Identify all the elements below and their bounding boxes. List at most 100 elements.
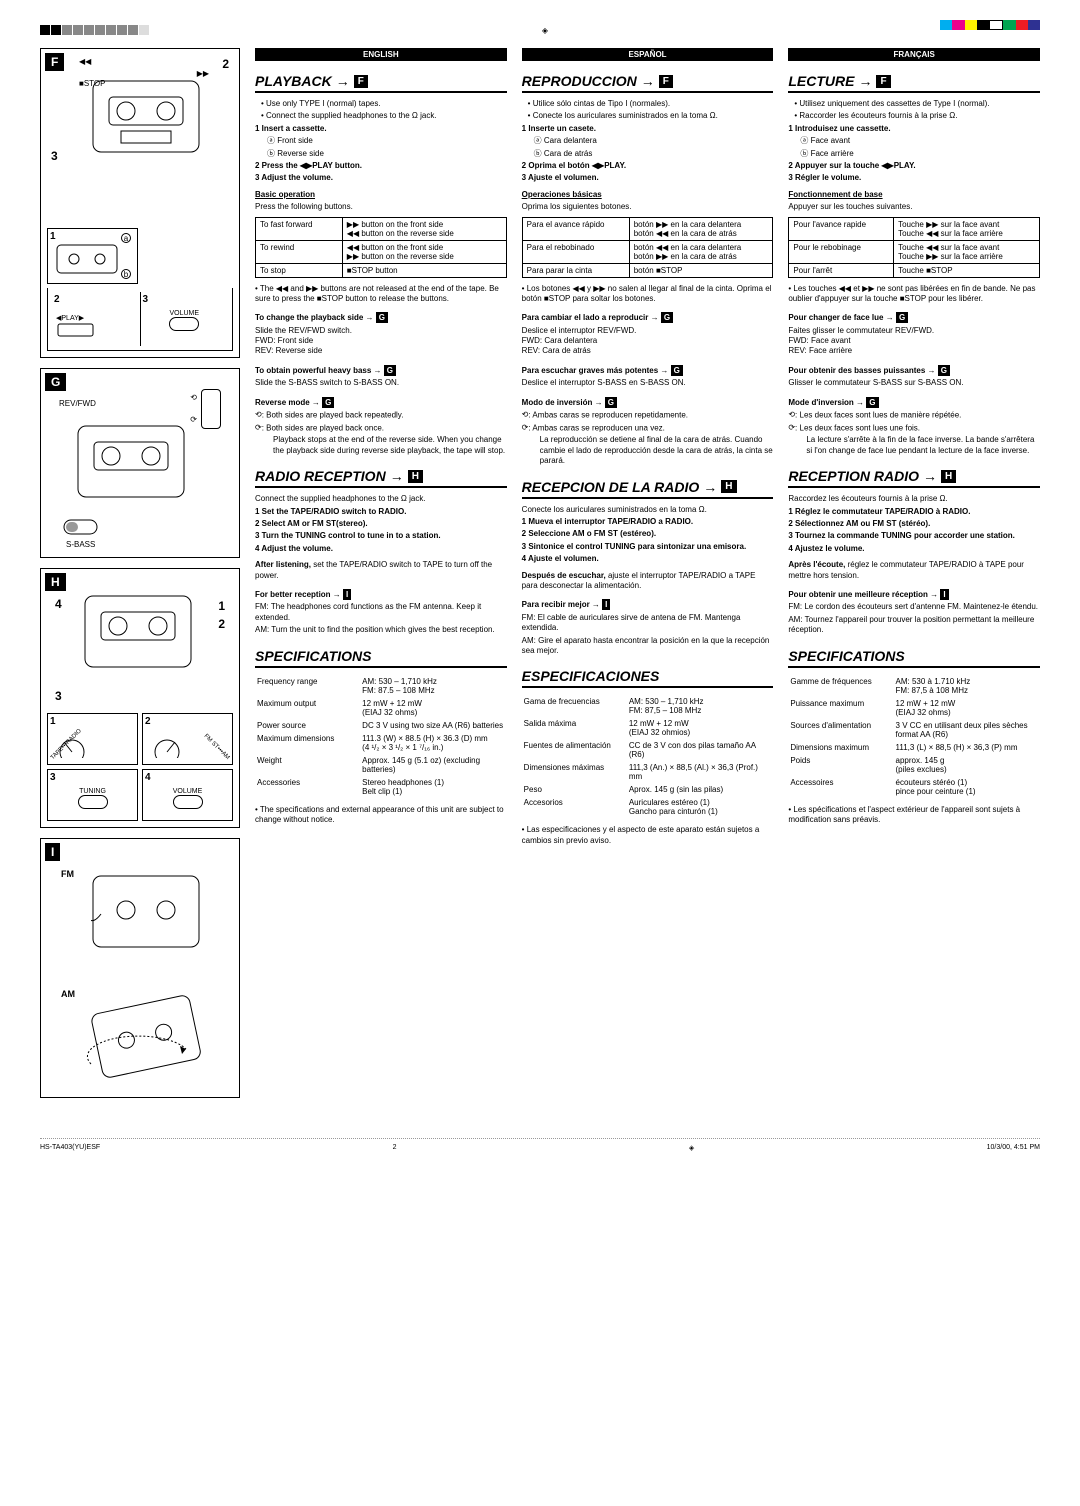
spec-value: AM: 530 – 1,710 kHzFM: 87,5 – 108 MHz bbox=[629, 696, 772, 716]
op-action: To stop bbox=[256, 263, 343, 277]
playback-bullet: Use only TYPE I (normal) tapes. bbox=[261, 99, 507, 109]
spec-label: Weight bbox=[257, 755, 360, 775]
specs-title: SPECIFICATIONS bbox=[255, 648, 507, 668]
tuning-label: TUNING bbox=[52, 788, 133, 795]
change-side-text: Deslice el interruptor REV/FWD.FWD: Cara… bbox=[522, 326, 774, 357]
spec-value: CC de 3 V con dos pilas tamaño AA (R6) bbox=[629, 740, 772, 760]
better-recep-fm: FM: El cable de auriculares sirve de ant… bbox=[522, 613, 774, 634]
volume-label: VOLUME bbox=[145, 310, 225, 317]
step-sub: ⓑ Reverse side bbox=[255, 149, 507, 159]
lang-header-es: ESPAÑOL bbox=[522, 48, 774, 61]
spec-label: Sources d'alimentation bbox=[790, 720, 893, 740]
diagram-f-cell-1: 1 a b bbox=[47, 228, 138, 284]
playback-bullet: Utilisez uniquement des cassettes de Typ… bbox=[794, 99, 1040, 109]
footer-page-num: 2 bbox=[393, 1144, 397, 1152]
radio-step: 4 Ajuste el volumen. bbox=[522, 554, 774, 564]
basic-op-heading: Basic operation bbox=[255, 190, 507, 200]
gray-registration bbox=[40, 25, 150, 35]
heavy-bass-text: Slide the S-BASS switch to S-BASS ON. bbox=[255, 378, 507, 388]
column-french: FRANÇAISLECTURE → FUtilisez uniquement d… bbox=[788, 48, 1040, 1108]
cassette-icon bbox=[83, 594, 193, 669]
spec-value: approx. 145 g(piles exclues) bbox=[896, 755, 1039, 775]
spec-value: AM: 530 – 1,710 kHzFM: 87.5 – 108 MHz bbox=[362, 676, 505, 696]
op-action: Para el rebobinado bbox=[522, 240, 629, 263]
playback-bullet: Connect the supplied headphones to the Ω… bbox=[261, 111, 507, 121]
spec-value: 12 mW + 12 mW(EIAJ 32 ohms) bbox=[362, 698, 505, 718]
basic-op-sub: Oprima los siguientes botones. bbox=[522, 202, 774, 212]
op-action: Para parar la cinta bbox=[522, 263, 629, 277]
radio-step: 3 Sintonice el control TUNING para sinto… bbox=[522, 542, 774, 552]
op-button: botón ▶▶ en la cara delanterabotón ◀◀ en… bbox=[629, 217, 773, 240]
change-side-heading: To change the playback side → G bbox=[255, 312, 507, 323]
diagram-h: H 4 1 2 3 1 TAPE•••RADIO 2 FM ST•••AM 3 … bbox=[40, 568, 240, 828]
playback-title: PLAYBACK → F bbox=[255, 73, 507, 93]
op-action: Pour l'arrêt bbox=[789, 263, 894, 277]
basic-op-sub: Appuyer sur les touches suivantes. bbox=[788, 202, 1040, 212]
heavy-bass-text: Glisser le commutateur S-BASS sur S-BASS… bbox=[788, 378, 1040, 388]
radio-intro: Conecte los auriculares suministrados en… bbox=[522, 505, 774, 515]
spec-label: Accessories bbox=[257, 777, 360, 797]
page-footer: HS-TA403(YU)ESF 2 ◈ 10/3/00, 4:51 PM bbox=[40, 1138, 1040, 1152]
color-bar bbox=[940, 20, 1040, 30]
heavy-bass-heading: To obtain powerful heavy bass → G bbox=[255, 365, 507, 376]
radio-step: 4 Ajustez le volume. bbox=[788, 544, 1040, 554]
play-label: PLAY bbox=[61, 315, 78, 322]
op-button: Touche ▶▶ sur la face avantTouche ◀◀ sur… bbox=[894, 217, 1040, 240]
op-action: Pour l'avance rapide bbox=[789, 217, 894, 240]
better-recep-heading: For better reception → I bbox=[255, 589, 507, 600]
radio-step: 2 Seleccione AM o FM ST (estéreo). bbox=[522, 529, 774, 539]
specs-note: Les spécifications et l'aspect extérieur… bbox=[788, 805, 1040, 826]
op-action: Para el avance rápido bbox=[522, 217, 629, 240]
radio-step: 2 Sélectionnez AM ou FM ST (stéréo). bbox=[788, 519, 1040, 529]
spec-label: Salida máxima bbox=[524, 718, 627, 738]
lang-header-en: ENGLISH bbox=[255, 48, 507, 61]
better-recep-fm: FM: Le cordon des écouteurs sert d'anten… bbox=[788, 602, 1040, 612]
radio-after: Después de escuchar, ajuste el interrupt… bbox=[522, 571, 774, 592]
spec-label: Power source bbox=[257, 720, 360, 731]
radio-step: 3 Turn the TUNING control to tune in to … bbox=[255, 531, 507, 541]
volume-label-h: VOLUME bbox=[147, 788, 228, 795]
cassette-am-icon bbox=[86, 994, 206, 1079]
cassette-icon bbox=[76, 424, 186, 499]
reverse-item-2: ⟳: Ambas caras se reproducen una vez. bbox=[522, 423, 774, 434]
cassette-fm-icon bbox=[91, 874, 201, 949]
specs-table: Gama de frecuenciasAM: 530 – 1,710 kHzFM… bbox=[522, 694, 774, 819]
diagram-f: F 2 3 ◀◀ ▶▶ ■STOP 1 a b 2 ◀PLAY▶ bbox=[40, 48, 240, 358]
spec-value: 3 V CC en utilisant deux piles sèches fo… bbox=[896, 720, 1039, 740]
better-recep-am: AM: Gire el aparato hasta encontrar la p… bbox=[522, 636, 774, 657]
reverse-item-1: ⟲: Les deux faces sont lues de manière r… bbox=[788, 410, 1040, 421]
op-button: Touche ■STOP bbox=[894, 263, 1040, 277]
spec-label: Accesorios bbox=[524, 797, 627, 817]
reverse-item-1: ⟲: Both sides are played back repeatedly… bbox=[255, 410, 507, 421]
reverse-item-2-cont: Playback stops at the end of the reverse… bbox=[255, 435, 507, 456]
spec-label: Gamme de fréquences bbox=[790, 676, 893, 696]
op-button: botón ◀◀ en la cara delanterabotón ▶▶ en… bbox=[629, 240, 773, 263]
spec-label: Dimensions maximum bbox=[790, 742, 893, 753]
reverse-item-1: ⟲: Ambas caras se reproducen repetidamen… bbox=[522, 410, 774, 421]
radio-intro: Raccordez les écouteurs fournis à la pri… bbox=[788, 494, 1040, 504]
spec-value: Approx. 145 g (5.1 oz) (excluding batter… bbox=[362, 755, 505, 775]
specs-title: ESPECIFICACIONES bbox=[522, 668, 774, 688]
heavy-bass-heading: Para escuchar graves más potentes → G bbox=[522, 365, 774, 376]
spec-label: Frequency range bbox=[257, 676, 360, 696]
change-side-text: Slide the REV/FWD switch.FWD: Front side… bbox=[255, 326, 507, 357]
op-action: Pour le rebobinage bbox=[789, 240, 894, 263]
playback-title: LECTURE → F bbox=[788, 73, 1040, 93]
specs-table: Gamme de fréquencesAM: 530 à 1.710 kHzFM… bbox=[788, 674, 1040, 799]
step: 1 Introduisez une cassette. bbox=[788, 124, 1040, 134]
column-spanish: ESPAÑOLREPRODUCCION → FUtilice sólo cint… bbox=[522, 48, 774, 1108]
spec-label: Accessoires bbox=[790, 777, 893, 797]
spec-value: 12 mW + 12 mW(EIAJ 32 ohmios) bbox=[629, 718, 772, 738]
op-button: botón ■STOP bbox=[629, 263, 773, 277]
step-sub: ⓐ Cara delantera bbox=[522, 136, 774, 146]
spec-value: 111.3 (W) × 88.5 (H) × 36.3 (D) mm(4 ¹/₂… bbox=[362, 733, 505, 753]
op-button: ◀◀ button on the front side▶▶ button on … bbox=[342, 240, 506, 263]
reverse-item-2: ⟳: Both sides are played back once. bbox=[255, 423, 507, 434]
playback-note: Les touches ◀◀ et ▶▶ ne sont pas libérée… bbox=[788, 284, 1040, 305]
text-columns: ENGLISH PLAYBACK → F Use only TYPE I (norm… bbox=[255, 48, 1040, 1108]
radio-step: 1 Réglez le commutateur TAPE/RADIO à RAD… bbox=[788, 507, 1040, 517]
step-sub: ⓑ Cara de atrás bbox=[522, 149, 774, 159]
radio-step: 1 Mueva el interruptor TAPE/RADIO a RADI… bbox=[522, 517, 774, 527]
step-sub: ⓐ Face avant bbox=[788, 136, 1040, 146]
spec-label: Poids bbox=[790, 755, 893, 775]
